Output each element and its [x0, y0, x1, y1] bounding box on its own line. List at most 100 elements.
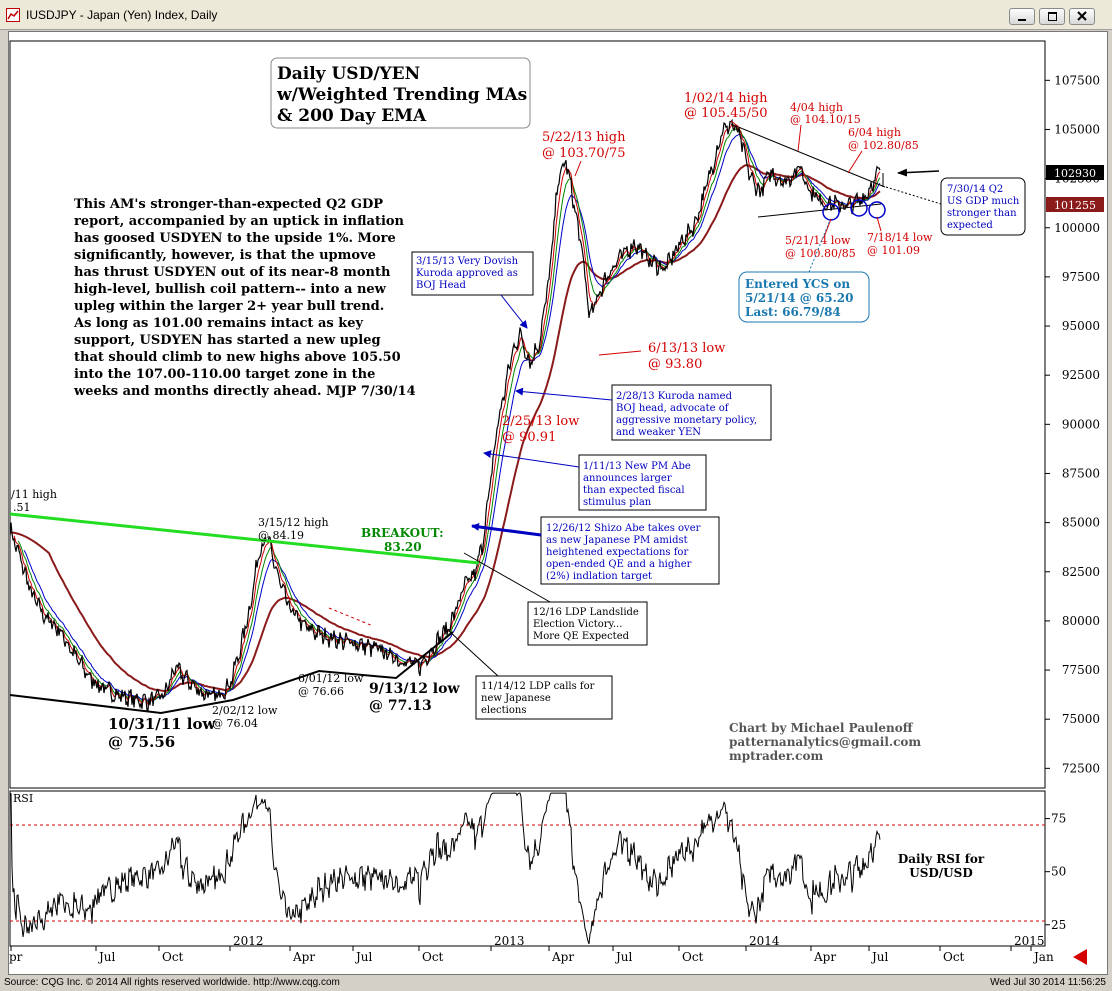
svg-text:This AM's stronger-than-expect: This AM's stronger-than-expected Q2 GDP — [74, 197, 383, 212]
low-jun12-label: 6/01/12 low — [298, 672, 364, 685]
high-apr14-label: 4/04 high — [790, 101, 843, 114]
svg-text:Chart by Michael Paulenoff: Chart by Michael Paulenoff — [729, 721, 914, 735]
svg-text:BOJ Head: BOJ Head — [416, 280, 467, 291]
x-tick-label: 2012 — [233, 934, 264, 948]
scroll-left-arrow-icon[interactable] — [1073, 949, 1087, 965]
high-may13-value: @ 103.70/75 — [542, 146, 626, 161]
svg-text:heightened expectations for: heightened expectations for — [546, 547, 688, 558]
status-bar: Source: CQG Inc. © 2014 All rights reser… — [0, 975, 1112, 991]
svg-text:More QE Expected: More QE Expected — [533, 631, 630, 642]
rsi-label: RSI — [13, 792, 33, 805]
y-tick-label: 100000 — [1054, 221, 1100, 235]
breakout-value: 83.20 — [384, 540, 422, 554]
window-titlebar: IUSDJPY - Japan (Yen) Index, Daily — [0, 0, 1112, 30]
low-may14-value: @ 100.80/85 — [785, 247, 856, 260]
svg-text:aggressive monetary policy,: aggressive monetary policy, — [616, 415, 757, 426]
coil-upper-line — [730, 123, 886, 188]
x-tick-label: Apr — [551, 950, 574, 964]
svg-text:patternanalytics@gmail.com: patternanalytics@gmail.com — [729, 735, 921, 749]
low-may14-label: 5/21/14 low — [785, 234, 851, 247]
svg-text:12/26/12 Shizo Abe takes over: 12/26/12 Shizo Abe takes over — [546, 523, 701, 534]
svg-text:(2%) indlation target: (2%) indlation target — [546, 571, 652, 582]
rsi-tick-label: 75 — [1051, 812, 1066, 826]
svg-text:has thrust USDYEN out of its n: has thrust USDYEN out of its near-8 mont… — [74, 265, 391, 280]
svg-text:upleg within the larger 2+ yea: upleg within the larger 2+ year bull tre… — [74, 299, 384, 314]
price-chart: 1075001050001025001000009750095000925009… — [9, 40, 1104, 965]
rsi-panel — [9, 790, 1046, 947]
status-timestamp: Wed Jul 30 2014 11:56:25 — [990, 977, 1106, 988]
low-jul14-value: @ 101.09 — [867, 244, 920, 257]
high-jan14-label: 1/02/14 high — [684, 91, 768, 106]
low-feb13-value: @ 90.91 — [502, 430, 556, 445]
rsi-line — [10, 792, 881, 945]
high-apr14-value: @ 104.10/15 — [790, 113, 861, 126]
svg-text:As long as 101.00 remains inta: As long as 101.00 remains intact as key — [73, 316, 363, 331]
svg-text:Election Victory...: Election Victory... — [533, 619, 622, 630]
x-tick-label: Oct — [422, 950, 444, 964]
low-jul14-label: 7/18/14 low — [867, 231, 933, 244]
svg-text:report, accompanied by an upti: report, accompanied by an uptick in infl… — [74, 214, 405, 229]
note-abe-pm: 1/11/13 New PM Abe announces larger than… — [483, 450, 707, 511]
x-tick-label: Apr — [292, 950, 315, 964]
svg-text:and weaker YEN: and weaker YEN — [616, 427, 701, 438]
high-mar12-value: @ 84.19 — [258, 529, 304, 542]
chart-title-line-1: Daily USD/YEN — [277, 64, 420, 84]
svg-text:expected: expected — [947, 220, 993, 231]
high-may13-label: 5/22/13 high — [542, 130, 626, 145]
svg-text:2/28/13 Kuroda named: 2/28/13 Kuroda named — [616, 391, 733, 402]
low-jun13-value: @ 93.80 — [648, 357, 702, 372]
x-tick-label: Apr — [813, 950, 836, 964]
status-source: Source: CQG Inc. © 2014 All rights reser… — [4, 977, 340, 988]
leader-may13 — [574, 160, 582, 177]
note-abe-takes-over: 12/26/12 Shizo Abe takes over as new Jap… — [471, 516, 720, 585]
price-panel — [9, 40, 1046, 789]
y-tick-label: 72500 — [1062, 761, 1100, 775]
y-tick-label: 75000 — [1062, 712, 1100, 726]
high-jan14-value: @ 105.45/50 — [684, 106, 768, 121]
chart-title-line-2: w/Weighted Trending MAs — [276, 85, 527, 105]
red-annotations-small: 4/04 high @ 104.10/15 6/04 high @ 102.80… — [785, 101, 933, 260]
svg-text:new Japanese: new Japanese — [481, 693, 551, 704]
gdp-dotted-line — [885, 186, 942, 205]
y-tick-label: 82500 — [1062, 565, 1100, 579]
x-tick-label: 2015 — [1014, 934, 1045, 948]
maximize-button[interactable] — [1039, 8, 1065, 25]
x-tick-label: Jul — [354, 950, 373, 964]
leader-jan14 — [730, 120, 740, 128]
minimize-icon — [1018, 19, 1026, 21]
commentary-text: This AM's stronger-than-expected Q2 GDP … — [73, 197, 416, 399]
date-x-axis: pr Jul Oct 2012 Apr Jul Oct 2013 Apr Jul Oct 2014 Ap… — [9, 934, 1054, 964]
chart-title-line-3: & 200 Day EMA — [277, 106, 427, 126]
gdp-arrow — [897, 168, 940, 177]
price-y-axis: 1075001050001025001000009750095000925009… — [1045, 73, 1100, 775]
note-kuroda-dovish: 3/15/13 Very Dovish Kuroda approved as B… — [411, 251, 534, 329]
rsi-title-line-1: Daily RSI for — [898, 852, 985, 866]
low-jun12-value: @ 76.66 — [298, 685, 344, 698]
y-tick-label: 105000 — [1054, 122, 1100, 136]
svg-text:12/16 LDP Landslide: 12/16 LDP Landslide — [533, 607, 639, 618]
note-ldp-calls: 11/14/12 LDP calls for new Japanese elec… — [448, 630, 613, 720]
svg-text:that should climb to new highs: that should climb to new highs above 105… — [74, 350, 401, 365]
svg-text:stronger than: stronger than — [947, 208, 1017, 219]
close-button[interactable] — [1069, 8, 1095, 25]
ema-price-label: 101255 — [1054, 199, 1096, 212]
leader-jun13 — [598, 350, 642, 356]
x-tick-label: Oct — [943, 950, 965, 964]
y-tick-label: 90000 — [1062, 417, 1100, 431]
svg-text:1/11/13 New PM Abe: 1/11/13 New PM Abe — [583, 461, 691, 472]
svg-text:announces larger: announces larger — [583, 473, 672, 484]
low-feb12-value: @ 76.04 — [212, 717, 258, 730]
y-tick-label: 95000 — [1062, 319, 1100, 333]
low-feb12-label: 2/02/12 low — [212, 704, 278, 717]
minimize-button[interactable] — [1009, 8, 1035, 25]
chart-credit: Chart by Michael Paulenoff patternanalyt… — [729, 721, 921, 763]
last-price-tag — [1046, 165, 1104, 180]
high-2011-label: /11 high — [11, 488, 57, 501]
svg-text:BOJ head, advocate of: BOJ head, advocate of — [616, 403, 730, 414]
note-ycs: Entered YCS on 5/21/14 @ 65.20 Last: 66.… — [738, 219, 870, 323]
y-tick-label: 85000 — [1062, 516, 1100, 530]
low-feb13-label: 2/25/13 low — [502, 414, 579, 429]
rsi-y-axis: 75 50 25 — [1045, 812, 1066, 932]
x-tick-label: Oct — [162, 950, 184, 964]
y-tick-label: 80000 — [1062, 614, 1100, 628]
